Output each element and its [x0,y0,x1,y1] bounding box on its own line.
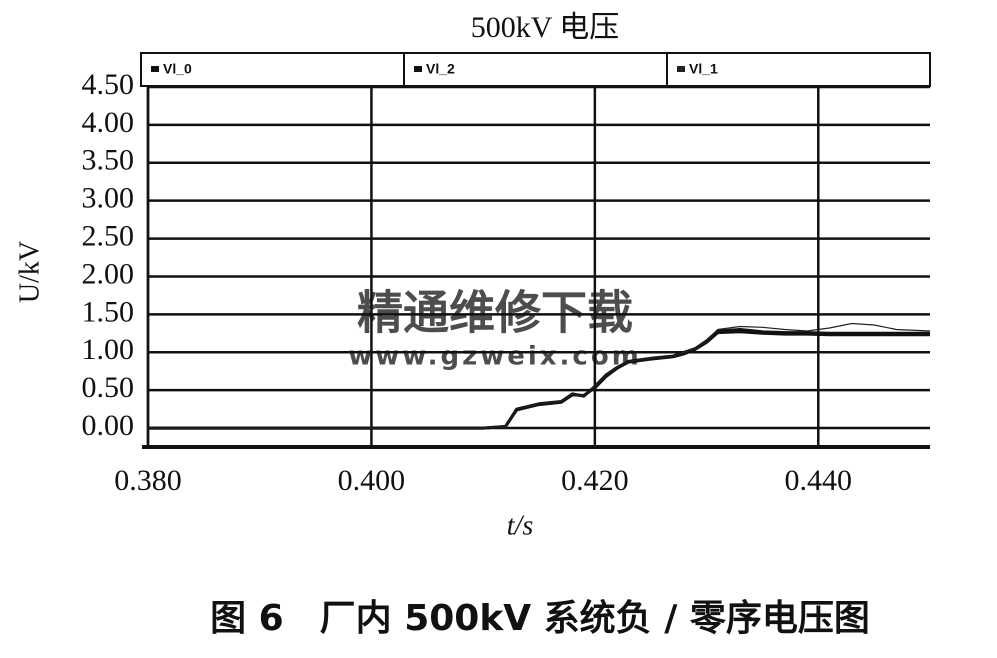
y-tick-label: 4.00 [82,106,135,139]
legend-box [140,52,405,87]
y-tick-label: 4.50 [82,68,135,101]
x-tick-label: 0.420 [561,464,629,497]
x-tick-label: 0.440 [785,464,853,497]
y-tick-label: 0.00 [82,409,135,442]
y-tick-label: 3.00 [82,182,135,215]
y-tick-label: 0.50 [82,371,135,404]
x-axis-label: t/s [507,510,534,541]
legend-swatch [677,66,685,72]
watermark: www.gzweix.com [348,342,642,372]
y-axis-label: U/kV [14,241,45,303]
watermark: 精通维修下载 [357,288,633,339]
legend-label: Vl_1 [689,61,718,77]
legend-swatch [151,66,159,72]
legend-label: Vl_0 [163,61,192,77]
y-tick-label: 2.50 [82,219,135,252]
legend-swatch [414,66,422,72]
x-tick-label: 0.400 [338,464,406,497]
legend-label: Vl_2 [426,61,455,77]
y-tick-label: 3.50 [82,144,135,177]
legend-box [666,52,931,87]
y-tick-label: 1.50 [82,295,135,328]
legend-box [403,52,668,87]
y-tick-label: 1.00 [82,333,135,366]
y-tick-label: 2.00 [82,257,135,290]
series-line [148,322,931,429]
x-tick-label: 0.380 [114,464,182,497]
figure-caption: 图 6 厂内 500kV 系统负 / 零序电压图 [210,598,870,639]
chart-title: 500kV 电压 [471,11,620,44]
